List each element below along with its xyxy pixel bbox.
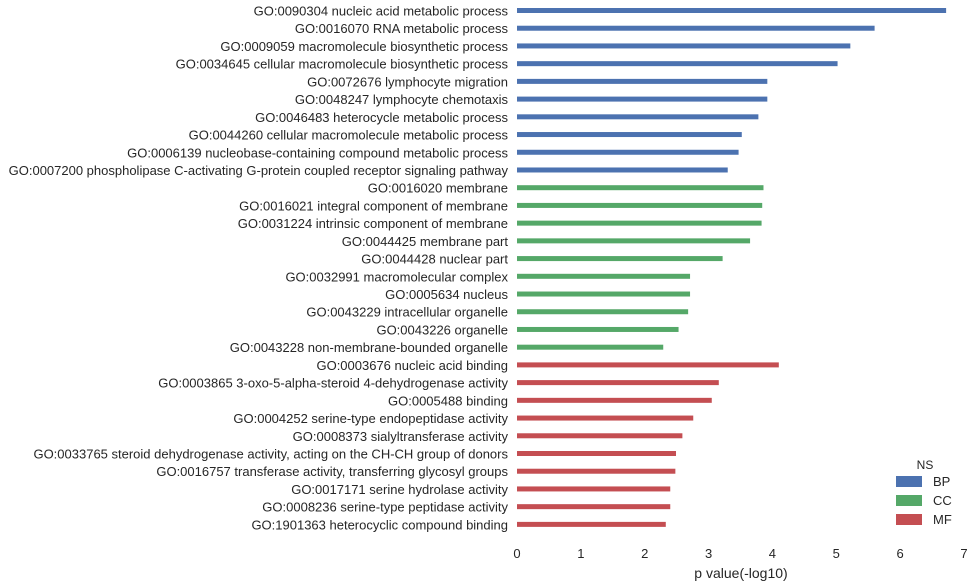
category-label: GO:0003676 nucleic acid binding (316, 358, 508, 373)
category-label: GO:0032991 macromolecular complex (285, 269, 508, 284)
bars-layer (517, 8, 947, 527)
bar-mf (517, 433, 683, 439)
category-label: GO:0007200 phospholipase C-activating G-… (9, 163, 509, 178)
category-label: GO:0008236 serine-type peptidase activit… (262, 500, 508, 515)
category-label: GO:0009059 macromolecule biosynthetic pr… (220, 39, 508, 54)
bar-bp (517, 78, 768, 84)
bar-cc (517, 220, 762, 226)
x-tick-label: 1 (577, 546, 584, 561)
bar-cc (517, 344, 664, 350)
bar-bp (517, 96, 768, 102)
bar-mf (517, 504, 671, 510)
bar-cc (517, 202, 763, 208)
category-label: GO:0016757 transferase activity, transfe… (156, 464, 508, 479)
legend-label-cc: CC (933, 493, 952, 508)
legend-title: NS (917, 458, 934, 472)
category-label: GO:0043229 intracellular organelle (306, 305, 508, 320)
bar-bp (517, 25, 875, 31)
legend-swatch-mf (896, 514, 922, 525)
x-tick-label: 2 (641, 546, 648, 561)
category-label: GO:0003865 3-oxo-5-alpha-steroid 4-dehyd… (158, 376, 508, 391)
legend-swatch-bp (896, 476, 922, 487)
bar-mf (517, 451, 677, 456)
bar-bp (517, 132, 742, 138)
legend-label-bp: BP (933, 474, 950, 489)
category-label: GO:0044260 cellular macromolecule metabo… (189, 128, 509, 143)
bar-cc (517, 273, 691, 279)
category-label: GO:0072676 lymphocyte migration (307, 74, 508, 89)
bar-cc (517, 309, 689, 315)
legend-label-mf: MF (933, 512, 952, 527)
category-label: GO:0005634 nucleus (385, 287, 508, 302)
bar-cc (517, 238, 751, 244)
category-label: GO:0090304 nucleic acid metabolic proces… (254, 4, 509, 19)
bar-mf (517, 397, 712, 403)
bar-cc (517, 256, 723, 262)
category-label: GO:0005488 binding (388, 393, 508, 408)
bar-mf (517, 362, 779, 368)
x-tick-label: 7 (960, 546, 967, 561)
category-label: GO:0016020 membrane (368, 181, 508, 196)
x-tick-label: 4 (769, 546, 776, 561)
category-label: GO:0004252 serine-type endopeptidase act… (233, 411, 508, 426)
category-label: GO:1901363 heterocyclic compound binding (251, 517, 508, 532)
category-label: GO:0044428 nuclear part (361, 252, 508, 267)
bar-bp (517, 167, 728, 173)
bar-cc (517, 185, 764, 191)
category-label: GO:0008373 sialyltransferase activity (293, 429, 509, 444)
bar-cc (517, 326, 679, 332)
category-label: GO:0034645 cellular macromolecule biosyn… (176, 57, 509, 72)
bar-mf (517, 521, 666, 527)
x-tick-label: 3 (705, 546, 712, 561)
bar-bp (517, 149, 739, 155)
category-label: GO:0031224 intrinsic component of membra… (238, 216, 508, 231)
legend-entries: BP CC MF (896, 474, 952, 527)
bar-mf (517, 380, 719, 386)
category-label: GO:0043226 organelle (376, 322, 508, 337)
legend-swatch-cc (896, 495, 922, 506)
bar-cc (517, 291, 691, 297)
x-tick-label: 5 (833, 546, 840, 561)
bar-bp (517, 43, 851, 49)
bar-bp (517, 61, 838, 67)
category-label: GO:0016021 integral component of membran… (239, 198, 508, 213)
bar-mf (517, 486, 671, 492)
x-axis-ticks: 0 1 2 3 4 5 6 7 (513, 546, 967, 561)
legend: NS BP CC MF (896, 458, 952, 527)
category-labels: GO:0090304 nucleic acid metabolic proces… (9, 4, 509, 533)
bar-mf (517, 415, 694, 421)
category-label: GO:0048247 lymphocyte chemotaxis (295, 92, 509, 107)
category-label: GO:0006139 nucleobase-containing compoun… (127, 145, 508, 160)
x-tick-label: 0 (513, 546, 520, 561)
category-label: GO:0033765 steroid dehydrogenase activit… (33, 447, 508, 462)
category-label: GO:0044425 membrane part (342, 234, 509, 249)
category-label: GO:0016070 RNA metabolic process (295, 21, 509, 36)
category-label: GO:0017171 serine hydrolase activity (291, 482, 508, 497)
x-tick-label: 6 (897, 546, 904, 561)
bar-bp (517, 8, 947, 13)
category-label: GO:0046483 heterocycle metabolic process (255, 110, 508, 125)
x-axis-label: p value(-log10) (694, 565, 787, 581)
category-label: GO:0043228 non-membrane-bounded organell… (230, 340, 508, 355)
bar-mf (517, 468, 676, 474)
bar-bp (517, 114, 759, 120)
